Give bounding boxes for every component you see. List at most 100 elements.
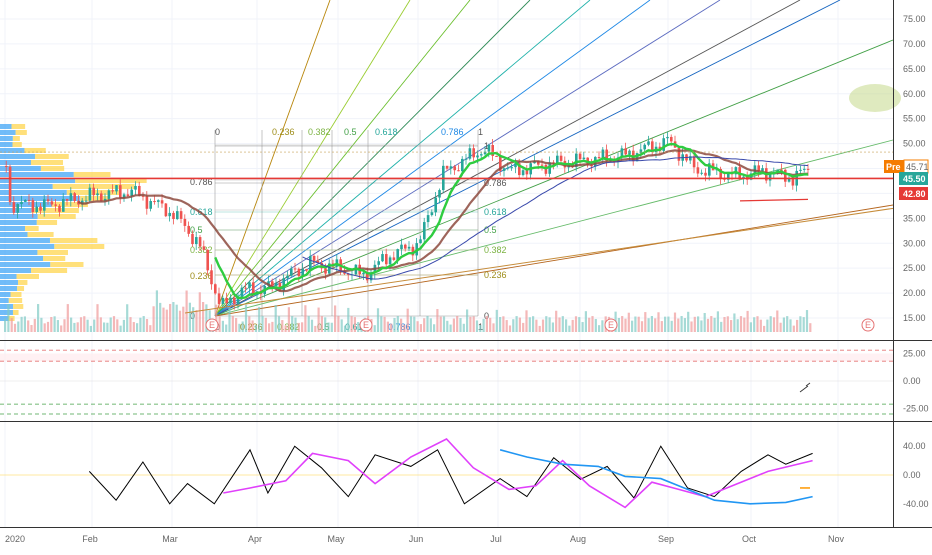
- candle-body: [73, 193, 76, 201]
- indicator-2-series-line: [499, 449, 813, 505]
- volume-bar: [340, 319, 343, 332]
- candle-body: [689, 156, 692, 161]
- candle-body: [179, 211, 183, 219]
- volume-bar: [703, 312, 706, 332]
- candle-body: [753, 165, 757, 174]
- volume-bar: [79, 317, 83, 332]
- volume-bar: [231, 316, 234, 332]
- volume-bar: [558, 317, 561, 332]
- fan-top-label: 0.382: [308, 127, 331, 137]
- time-scale[interactable]: 2020 Feb Mar Apr May Jun Jul Aug Sep Oct Nov: [5, 534, 844, 544]
- fan-line: [214, 0, 721, 317]
- candle-body: [757, 165, 760, 171]
- candle-body: [46, 199, 50, 202]
- volume-bar: [621, 316, 624, 332]
- volume-profile-bar-up: [0, 232, 28, 237]
- volume-bar: [495, 309, 498, 332]
- price-tick-label: 35.00: [903, 213, 926, 223]
- time-tick-label: Aug: [570, 534, 586, 544]
- candle-body: [240, 287, 244, 298]
- volume-bar: [33, 318, 36, 332]
- volume-profile-bar-down: [17, 280, 28, 285]
- volume-bar: [274, 305, 277, 332]
- candle-body: [198, 237, 202, 247]
- volume-bar: [103, 322, 106, 332]
- volume-bar: [254, 324, 257, 332]
- candle-body: [548, 162, 551, 174]
- time-tick-label: Jun: [409, 534, 424, 544]
- volume-bar: [334, 305, 337, 332]
- candle-body: [525, 170, 529, 175]
- candle-body: [495, 155, 498, 157]
- volume-bar: [548, 317, 551, 332]
- candle-body: [578, 153, 582, 160]
- candle-body: [301, 269, 304, 277]
- candle-body: [20, 201, 23, 205]
- volume-bar: [126, 304, 129, 332]
- volume-bar: [373, 325, 376, 332]
- candle-body: [575, 153, 578, 168]
- candle-body: [468, 148, 472, 159]
- candle-body: [271, 281, 274, 287]
- volume-profile-bar-down: [36, 220, 58, 225]
- candle-body: [647, 141, 650, 145]
- volume-bar: [769, 316, 772, 332]
- candle-body: [286, 275, 289, 279]
- moving-averages: [77, 142, 809, 300]
- volume-bar: [739, 316, 743, 332]
- candle-body: [419, 239, 422, 244]
- candle-body: [141, 195, 145, 197]
- candle-body: [430, 212, 434, 216]
- volume-bar: [139, 317, 142, 332]
- volume-bar: [809, 323, 812, 332]
- candle-body: [700, 172, 703, 174]
- volume-bar: [409, 316, 413, 332]
- candle-body: [172, 212, 175, 220]
- volume-bar: [162, 307, 165, 332]
- volume-bar: [159, 302, 162, 332]
- volume-bar: [512, 319, 515, 332]
- volume-bar: [136, 323, 139, 332]
- volume-profile-bar-up: [0, 154, 36, 159]
- volume-bar: [426, 316, 429, 332]
- candle-body: [195, 237, 198, 245]
- volume-bar: [317, 307, 320, 332]
- candle-body: [145, 196, 149, 209]
- price-pane[interactable]: [0, 0, 893, 340]
- candle-body: [434, 197, 437, 213]
- fib-mid-label: 0.382: [484, 245, 507, 255]
- volume-bar: [244, 304, 248, 332]
- candle-body: [491, 144, 494, 156]
- candle-body: [153, 201, 156, 203]
- price-badge-bg: [899, 187, 928, 200]
- candle-body: [799, 169, 802, 171]
- candle-body: [233, 297, 236, 304]
- volume-bar: [772, 317, 776, 332]
- volume-bar: [654, 318, 657, 332]
- volume-profile-bar-up: [0, 316, 9, 321]
- volume-bar: [195, 310, 198, 332]
- volume-bar: [565, 319, 568, 332]
- volume-profile-bar-down: [75, 178, 147, 183]
- candle-body: [183, 218, 187, 226]
- price-scale[interactable]: 15.0020.0025.0030.0035.0040.0045.0050.00…: [903, 14, 929, 509]
- volume-bar: [83, 316, 86, 332]
- volume-profile-bar-up: [0, 208, 32, 213]
- candle-body: [559, 155, 563, 161]
- pre-badge-label-bg: [884, 160, 904, 173]
- candle-body: [290, 268, 293, 276]
- volume-bar: [792, 325, 795, 332]
- volume-bar: [799, 316, 802, 332]
- candle-body: [176, 211, 179, 220]
- candle-body: [69, 193, 73, 201]
- volume-profile-bar-up: [0, 256, 44, 261]
- volume-profile-bar-down: [35, 154, 69, 159]
- volume-bar: [60, 325, 63, 332]
- candle-body: [514, 163, 517, 168]
- volume-bar: [673, 312, 677, 332]
- volume-bar: [99, 317, 102, 332]
- volume-profile-bar-down: [80, 196, 109, 201]
- volume-bar: [116, 319, 119, 332]
